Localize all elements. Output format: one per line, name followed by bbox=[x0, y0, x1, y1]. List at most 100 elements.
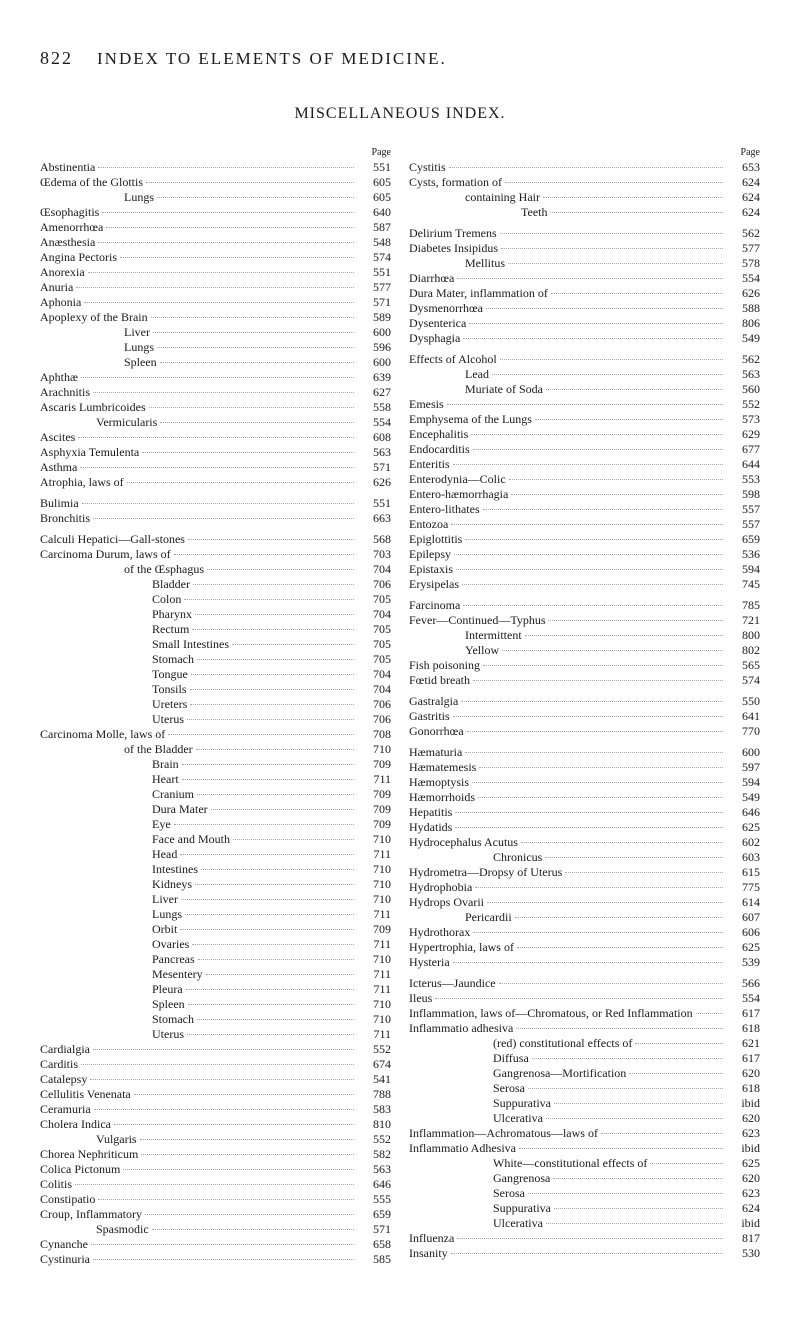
section-title: MISCELLANEOUS INDEX. bbox=[40, 105, 760, 123]
index-label: Diabetes Insipidus bbox=[409, 241, 498, 256]
index-label: Spleen bbox=[40, 355, 157, 370]
index-row: Croup, Inflammatory659 bbox=[40, 1207, 391, 1222]
index-page: 600 bbox=[357, 355, 391, 370]
index-label: Cranium bbox=[40, 787, 194, 802]
index-label: Cysts, formation of bbox=[409, 175, 502, 190]
index-page: 563 bbox=[726, 367, 760, 382]
index-row: Apoplexy of the Brain589 bbox=[40, 310, 391, 325]
leader-dots bbox=[465, 539, 723, 540]
index-label: Hydatids bbox=[409, 820, 452, 835]
page-number: 822 bbox=[40, 48, 73, 69]
index-label: Aphthæ bbox=[40, 370, 78, 385]
leader-dots bbox=[160, 362, 354, 363]
index-label: Anuria bbox=[40, 280, 73, 295]
index-page: 536 bbox=[726, 547, 760, 562]
index-row: Hypertrophia, laws of625 bbox=[409, 940, 760, 955]
leader-dots bbox=[78, 437, 354, 438]
leader-dots bbox=[472, 782, 723, 783]
index-page: 710 bbox=[357, 742, 391, 757]
index-label: Dysenterica bbox=[409, 316, 466, 331]
index-label: Heart bbox=[40, 772, 179, 787]
leader-dots bbox=[546, 389, 723, 390]
index-label: Abstinentia bbox=[40, 160, 95, 175]
index-label: Encephalitis bbox=[409, 427, 468, 442]
index-label: Colica Pictonum bbox=[40, 1162, 120, 1177]
index-label: Uterus bbox=[40, 712, 184, 727]
index-page: 626 bbox=[726, 286, 760, 301]
index-page: 550 bbox=[726, 694, 760, 709]
index-row: Liver710 bbox=[40, 892, 391, 907]
index-row: Epilepsy536 bbox=[409, 547, 760, 562]
index-row: Spasmodic571 bbox=[40, 1222, 391, 1237]
index-row: Chronicus603 bbox=[409, 850, 760, 865]
leader-dots bbox=[190, 704, 354, 705]
leader-dots bbox=[84, 302, 354, 303]
index-label: containing Hair bbox=[409, 190, 540, 205]
leader-dots bbox=[521, 842, 723, 843]
index-page: 639 bbox=[357, 370, 391, 385]
index-row: Lungs596 bbox=[40, 340, 391, 355]
index-row: Angina Pectoris574 bbox=[40, 250, 391, 265]
index-row: Aphonia571 bbox=[40, 295, 391, 310]
index-row: Heart711 bbox=[40, 772, 391, 787]
index-page: 551 bbox=[357, 265, 391, 280]
index-row: Asthma571 bbox=[40, 460, 391, 475]
leader-dots bbox=[188, 539, 354, 540]
index-row: Serosa623 bbox=[409, 1186, 760, 1201]
index-row: Spleen 600 bbox=[40, 355, 391, 370]
index-page: 541 bbox=[357, 1072, 391, 1087]
index-page: 565 bbox=[726, 658, 760, 673]
index-label: Anorexia bbox=[40, 265, 85, 280]
index-label: Orbit bbox=[40, 922, 177, 937]
leader-dots bbox=[473, 449, 723, 450]
index-label: Stomach bbox=[40, 1012, 194, 1027]
leader-dots bbox=[232, 644, 354, 645]
index-label: Aphonia bbox=[40, 295, 81, 310]
index-page: 594 bbox=[726, 775, 760, 790]
index-row: Hydrophobia775 bbox=[409, 880, 760, 895]
leader-dots bbox=[519, 1148, 723, 1149]
index-page: 589 bbox=[357, 310, 391, 325]
index-label: Cellulitis Venenata bbox=[40, 1087, 131, 1102]
index-row: Small Intestines705 bbox=[40, 637, 391, 652]
index-row: Influenza817 bbox=[409, 1231, 760, 1246]
index-row: Mesentery711 bbox=[40, 967, 391, 982]
index-label: Cystitis bbox=[409, 160, 446, 175]
index-label: Ureters bbox=[40, 697, 187, 712]
index-row: Hæmorrhoids549 bbox=[409, 790, 760, 805]
leader-dots bbox=[453, 716, 723, 717]
index-label: Eye bbox=[40, 817, 171, 832]
leader-dots bbox=[469, 323, 723, 324]
index-page: 710 bbox=[357, 877, 391, 892]
index-page: 539 bbox=[726, 955, 760, 970]
index-page: 706 bbox=[357, 577, 391, 592]
index-row: Uterus711 bbox=[40, 1027, 391, 1042]
running-title: INDEX TO ELEMENTS OF MEDICINE. bbox=[97, 49, 447, 69]
index-label: Entero-lithates bbox=[409, 502, 480, 517]
index-row: Uterus706 bbox=[40, 712, 391, 727]
index-page: 659 bbox=[357, 1207, 391, 1222]
index-page: 705 bbox=[357, 652, 391, 667]
index-page: 627 bbox=[357, 385, 391, 400]
leader-dots bbox=[479, 767, 723, 768]
leader-dots bbox=[532, 1058, 723, 1059]
index-page: 710 bbox=[357, 952, 391, 967]
index-row: Emphysema of the Lungs573 bbox=[409, 412, 760, 427]
leader-dots bbox=[478, 797, 723, 798]
leader-dots bbox=[80, 467, 354, 468]
index-row: Insanity530 bbox=[409, 1246, 760, 1261]
index-page: 788 bbox=[357, 1087, 391, 1102]
index-label: of the Bladder bbox=[40, 742, 193, 757]
index-page: 606 bbox=[726, 925, 760, 940]
leader-dots bbox=[463, 605, 723, 606]
leader-dots bbox=[187, 719, 354, 720]
index-label: Œsophagitis bbox=[40, 205, 99, 220]
index-row: Œdema of the Glottis605 bbox=[40, 175, 391, 190]
index-page: 625 bbox=[726, 820, 760, 835]
index-label: Intermittent bbox=[409, 628, 522, 643]
leader-dots bbox=[157, 347, 354, 348]
index-page: 587 bbox=[357, 220, 391, 235]
index-row: Colica Pictonum563 bbox=[40, 1162, 391, 1177]
leader-dots bbox=[76, 287, 354, 288]
index-label: Icterus—Jaundice bbox=[409, 976, 496, 991]
